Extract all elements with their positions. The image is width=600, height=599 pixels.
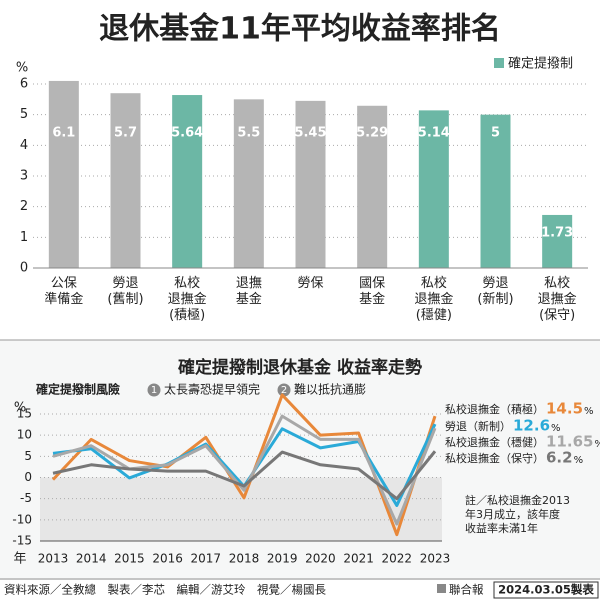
risk-badge <box>277 383 291 397</box>
y-tick-label: 5 <box>20 107 28 122</box>
bar <box>295 100 326 268</box>
date-box <box>493 581 599 599</box>
legend-label: 確定提撥制 <box>508 56 573 72</box>
legend-label: 勞退（新制） <box>445 419 511 433</box>
value-label: 5 <box>491 126 500 141</box>
y-tick-label: -5 <box>20 491 32 505</box>
x-tick-label: 勞保 <box>297 276 324 291</box>
y-tick-label: 1 <box>20 230 28 245</box>
subtitle: 確定提撥制風險 <box>36 382 120 397</box>
bar <box>542 214 573 268</box>
x-tick-label: 2015 <box>114 552 145 566</box>
value-label: 12.6 <box>513 417 550 435</box>
x-tick-label: 2022 <box>382 552 413 566</box>
y-tick-label: 6 <box>20 77 28 92</box>
y-tick-label: 3 <box>20 169 28 184</box>
risk-badge <box>147 383 161 397</box>
x-tick-label: 2013 <box>38 552 69 566</box>
footer-publisher: 聯合報 <box>449 583 484 597</box>
value-label: 5.45 <box>294 126 326 141</box>
x-tick-label: 私校 退撫金 (保守) <box>537 276 577 323</box>
bar <box>418 110 449 268</box>
footer-credits: 資料來源／全教總 製表／李芯 編輯／游艾玲 視覺／楊國長 <box>4 583 326 597</box>
value-label: 5.29 <box>356 126 388 141</box>
risk-text: 難以抵抗通膨 <box>294 382 366 397</box>
x-tick-label: 退撫 基金 <box>235 276 262 307</box>
y-tick-label: 10 <box>17 428 32 442</box>
bar <box>48 80 79 268</box>
x-tick-label: 國保 基金 <box>359 276 386 307</box>
x-tick-label: 私校 退撫金 (穩健) <box>414 276 454 323</box>
bar <box>110 93 141 268</box>
legend-label: 私校退撫金（穩健） <box>445 435 544 449</box>
risk-number: 2 <box>281 385 287 396</box>
x-tick-label: 2014 <box>76 552 107 566</box>
y-tick-label: 15 <box>17 407 32 421</box>
y-tick-label: -15 <box>12 534 32 548</box>
value-label: 5.7 <box>114 126 137 141</box>
bar <box>480 114 511 269</box>
x-tick-label: 2020 <box>305 552 336 566</box>
x-axis-label: 年 <box>13 552 26 567</box>
series-line <box>52 450 437 501</box>
risk-text: 太長壽恐提早領完 <box>164 382 260 397</box>
x-tick-label: 2016 <box>152 552 183 566</box>
bar <box>172 95 203 268</box>
risk-number: 1 <box>151 385 157 396</box>
value-label: 6.1 <box>52 126 75 141</box>
bar <box>233 99 264 268</box>
x-tick-label: 私校 退撫金 (積極) <box>167 276 207 323</box>
value-label: 1.73 <box>541 225 573 240</box>
value-label: 5.14 <box>418 126 450 141</box>
x-tick-label: 2019 <box>267 552 298 566</box>
legend-label: 私校退撫金（積極） <box>445 402 544 416</box>
x-tick-label: 勞退 (舊制) <box>107 276 144 307</box>
y-tick-label: 0 <box>20 261 28 276</box>
chart-title: 確定提撥制退休基金 收益率走勢 <box>178 357 422 378</box>
x-tick-label: 2017 <box>191 552 222 566</box>
x-tick-label: 勞退 (新制) <box>477 276 514 307</box>
chart-title: 退休基金11年平均收益率排名 <box>99 12 501 47</box>
value-label: 11.65 <box>546 433 593 451</box>
bar <box>357 105 388 268</box>
x-tick-label: 公保 準備金 <box>44 276 84 307</box>
x-tick-label: 2023 <box>420 552 451 566</box>
y-axis-label: % <box>16 61 28 76</box>
y-tick-label: 5 <box>24 449 32 463</box>
value-label: 5.5 <box>237 126 260 141</box>
series-line <box>52 414 437 526</box>
value-label: 5.64 <box>171 126 203 141</box>
value-unit: % <box>574 455 584 466</box>
x-tick-label: 2021 <box>343 552 374 566</box>
note: 註／私校退撫金2013 年3月成立，該年度 收益率未滿1年 <box>465 494 570 535</box>
value-unit: % <box>584 406 594 417</box>
y-axis-label: % <box>14 401 26 416</box>
value-label: 6.2 <box>546 449 573 467</box>
x-tick-label: 2018 <box>229 552 260 566</box>
value-label: 14.5 <box>546 400 583 418</box>
y-tick-label: -10 <box>12 512 32 526</box>
publisher-icon <box>437 584 446 593</box>
value-unit: % <box>594 439 600 450</box>
legend-label: 私校退撫金（保守） <box>445 451 544 465</box>
value-unit: % <box>551 423 561 434</box>
footer-date: 2024.03.05製表 <box>498 583 594 597</box>
legend-swatch <box>494 58 504 68</box>
y-tick-label: 0 <box>24 470 32 484</box>
y-tick-label: 4 <box>20 138 28 153</box>
y-tick-label: 2 <box>20 199 28 214</box>
